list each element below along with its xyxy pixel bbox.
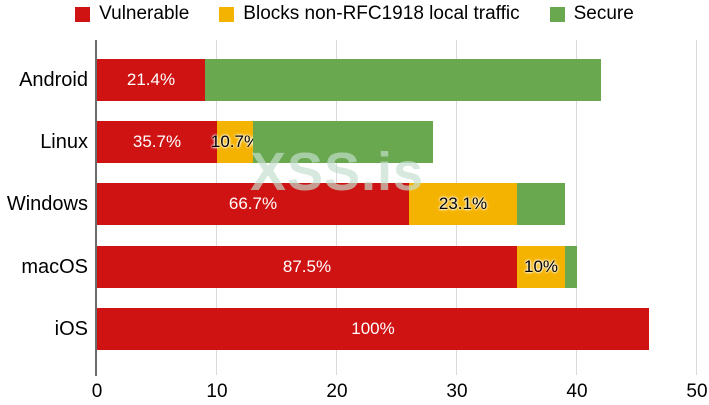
legend-item-secure: Secure [549, 3, 634, 25]
bar-value-label: 100% [351, 319, 395, 338]
legend-swatch-icon [549, 6, 565, 22]
legend-label: Secure [573, 3, 634, 24]
bar-value-label: 23.1% [438, 194, 488, 213]
legend-swatch-icon [219, 6, 235, 22]
chart-legend: Vulnerable Blocks non-RFC1918 local traff… [0, 1, 709, 27]
gridline [696, 40, 697, 375]
category-label: Linux [40, 131, 88, 153]
bar-value-label: 35.7% [132, 132, 182, 151]
bar-segment-blocks-non-rfc1918-local-traffic: 10.7% [211, 121, 259, 163]
x-tick-label: 40 [566, 381, 588, 402]
category-label: macOS [21, 256, 88, 278]
bar-segment-vulnerable: 21.4% [97, 59, 205, 101]
x-tick-label: 50 [686, 381, 708, 402]
bar-row-android: Android 21.4% [19, 59, 697, 101]
legend-item-vulnerable: Vulnerable [75, 3, 189, 25]
x-tick-label: 10 [206, 381, 228, 402]
bar-value-label: 87.5% [282, 257, 332, 276]
bar-row-ios: iOS 100% [55, 308, 697, 350]
bar-value-label: 10% [523, 257, 559, 276]
bar-segment-secure [517, 183, 565, 225]
legend-item-blocks-non-rfc1918-local-traffic: Blocks non-RFC1918 local traffic [219, 3, 520, 25]
bar-segment-vulnerable: 66.7% [97, 183, 409, 225]
axis-tick [336, 370, 337, 375]
bar-segment-blocks-non-rfc1918-local-traffic: 23.1% [409, 183, 517, 225]
axis-tick [216, 370, 217, 375]
plot-area: Android 21.4% Linux 35.7% 10.7% Windows 66.7% 2… [7, 40, 697, 375]
x-tick-label: 30 [446, 381, 468, 402]
category-label: Android [19, 69, 88, 91]
bar-segment-vulnerable: 87.5% [97, 246, 517, 288]
bar-value-label: 21.4% [126, 70, 176, 89]
bar-segment-secure [205, 59, 601, 101]
bar-segment-blocks-non-rfc1918-local-traffic: 10% [517, 246, 565, 288]
legend-label: Blocks non-RFC1918 local traffic [243, 3, 520, 24]
bar-segment-secure [253, 121, 433, 163]
bar-row-macos: macOS 87.5% 10% [21, 246, 697, 288]
bar-value-label: 10.7% [210, 132, 260, 151]
x-tick-label: 0 [91, 381, 103, 402]
x-tick-label: 20 [326, 381, 348, 402]
legend-label: Vulnerable [99, 3, 190, 24]
gridline [576, 40, 577, 375]
legend-swatch-icon [75, 6, 91, 22]
bar-segment-secure [565, 246, 577, 288]
bar-segment-vulnerable: 35.7% [97, 121, 217, 163]
category-label: Windows [6, 193, 88, 215]
bar-segment-vulnerable: 100% [97, 308, 649, 350]
axis-tick [456, 370, 457, 375]
bar-row-windows: Windows 66.7% 23.1% [7, 183, 697, 225]
bar-row-linux: Linux 35.7% 10.7% [40, 121, 697, 163]
bar-value-label: 66.7% [228, 194, 278, 213]
axis-tick [696, 370, 697, 375]
y-axis-line [95, 40, 97, 376]
axis-tick [576, 370, 577, 375]
axis-tick [96, 370, 97, 375]
category-label: iOS [54, 318, 88, 340]
